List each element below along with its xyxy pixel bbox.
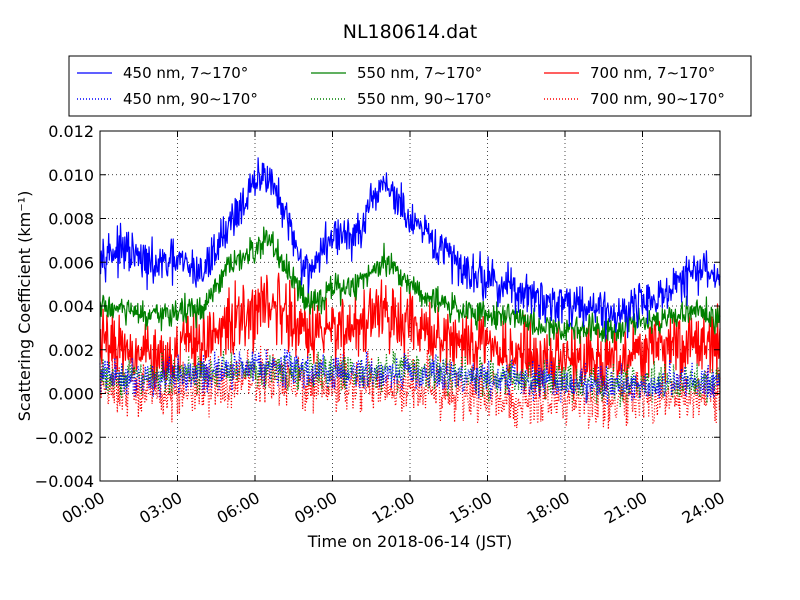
chart-title: NL180614.dat <box>343 21 478 43</box>
y-tick-label: 0.004 <box>48 297 94 316</box>
y-tick-label: 0.012 <box>48 122 94 141</box>
legend-label: 700 nm, 90∼170° <box>590 90 725 108</box>
x-tick-label: 18:00 <box>524 488 573 528</box>
legend-label: 550 nm, 90∼170° <box>357 90 492 108</box>
y-tick-label: 0.008 <box>48 210 94 229</box>
series-layer <box>99 157 721 430</box>
y-tick-label: −0.004 <box>35 472 94 491</box>
series-line <box>99 226 721 346</box>
legend-item: 550 nm, 90∼170° <box>311 90 492 108</box>
x-tick-label: 24:00 <box>679 488 728 528</box>
x-tick-label: 21:00 <box>601 488 650 528</box>
x-tick-label: 06:00 <box>214 488 263 528</box>
series-line <box>99 350 721 408</box>
y-tick-label: 0.006 <box>48 253 94 272</box>
y-tick-label: −0.002 <box>35 428 94 447</box>
y-tick-label: 0.002 <box>48 341 94 360</box>
y-axis-title: Scattering Coefficient (km⁻¹) <box>15 191 34 422</box>
y-tick-label: 0.000 <box>48 385 94 404</box>
x-tick-label: 03:00 <box>136 488 185 528</box>
legend-label: 550 nm, 7∼170° <box>357 64 482 82</box>
legend-label: 700 nm, 7∼170° <box>590 64 715 82</box>
legend-label: 450 nm, 7∼170° <box>123 64 248 82</box>
series-line <box>99 157 721 340</box>
legend-item: 550 nm, 7∼170° <box>311 64 482 82</box>
legend: 450 nm, 7∼170° 450 nm, 90∼170° 550 nm, 7∼1… <box>68 55 752 117</box>
ticks: 00:00 03:00 06:00 09:00 12:00 15:00 18:00 21:00… <box>35 122 728 528</box>
legend-box <box>68 55 752 117</box>
x-axis-title: Time on 2018-06-14 (JST) <box>307 532 512 551</box>
legend-item: 450 nm, 7∼170° <box>77 64 248 82</box>
x-tick-label: 09:00 <box>291 488 340 528</box>
x-tick-label: 12:00 <box>369 488 418 528</box>
x-tick-label: 15:00 <box>446 488 495 528</box>
legend-item: 700 nm, 90∼170° <box>544 90 725 108</box>
x-tick-label: 00:00 <box>59 488 108 528</box>
series-line <box>99 347 721 405</box>
y-tick-label: 0.010 <box>48 166 94 185</box>
legend-item: 700 nm, 7∼170° <box>544 64 715 82</box>
legend-item: 450 nm, 90∼170° <box>77 90 258 108</box>
legend-label: 450 nm, 90∼170° <box>123 90 258 108</box>
